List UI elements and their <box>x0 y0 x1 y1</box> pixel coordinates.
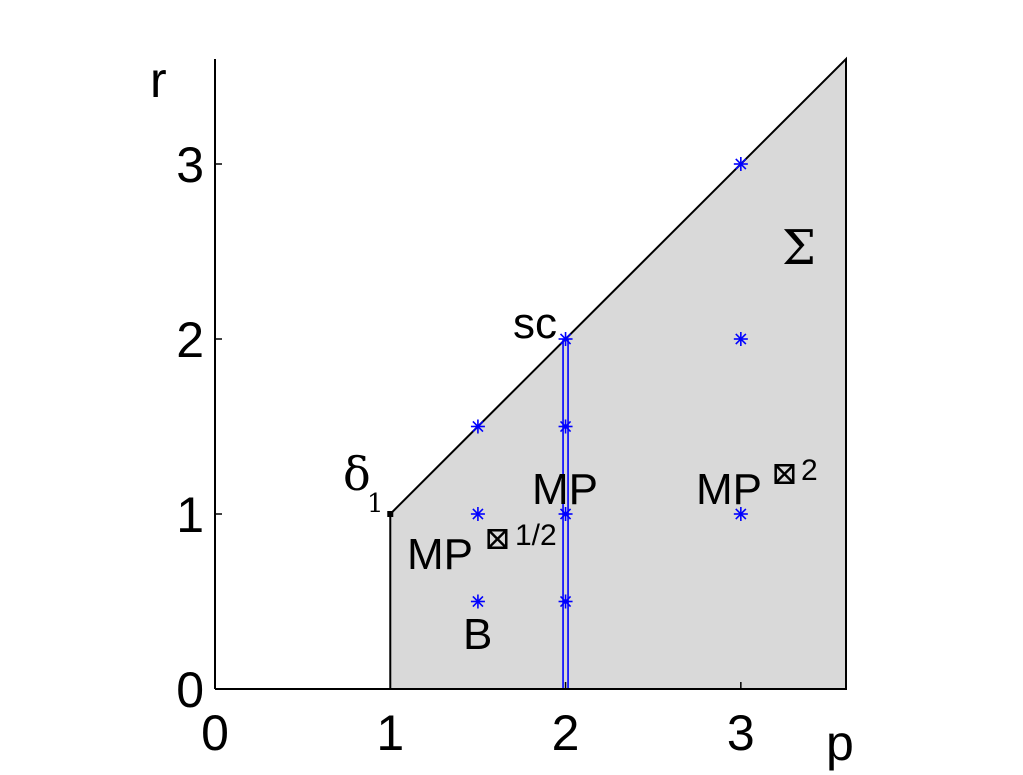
data-point <box>558 419 573 434</box>
x-ticks: 0 1 2 3 <box>201 682 755 761</box>
x-tick-label: 0 <box>201 705 229 761</box>
data-point <box>733 332 748 346</box>
data-point <box>558 594 573 609</box>
mp-half-box: ⊠ <box>484 519 511 557</box>
sc-label: sc <box>513 299 557 348</box>
data-point <box>733 507 748 521</box>
mp-sq-exponent: 2 <box>801 454 818 487</box>
x-axis-label: p <box>826 715 854 771</box>
x-tick-label: 3 <box>727 705 755 761</box>
delta-subscript: 1 <box>367 489 384 519</box>
data-point <box>470 507 485 521</box>
y-tick-label: 2 <box>176 312 204 368</box>
y-tick-label: 0 <box>176 662 204 718</box>
sigma-region <box>389 56 847 690</box>
data-point <box>470 594 485 609</box>
mp-half-exponent: 1/2 <box>515 519 557 552</box>
delta-label: δ <box>343 447 371 501</box>
data-point <box>558 507 573 521</box>
data-point <box>470 419 485 434</box>
mp-sq-box: ⊠ <box>771 454 798 492</box>
y-tick-label: 1 <box>176 487 204 543</box>
data-point <box>558 332 573 346</box>
x-tick-label: 1 <box>376 705 404 761</box>
data-point <box>733 157 748 171</box>
x-tick-label: 2 <box>552 705 580 761</box>
b-label: B <box>463 610 492 659</box>
y-tick-label: 3 <box>176 137 204 193</box>
mp-sq-label: MP <box>696 465 762 514</box>
corner-marker <box>387 511 394 517</box>
y-ticks: 0 1 2 3 <box>176 137 222 718</box>
mp-center-label: MP <box>532 465 598 514</box>
sigma-label: Σ <box>782 220 816 276</box>
data-points <box>470 157 748 609</box>
mp-half-label: MP <box>407 530 473 579</box>
y-axis-label: r <box>150 52 167 108</box>
